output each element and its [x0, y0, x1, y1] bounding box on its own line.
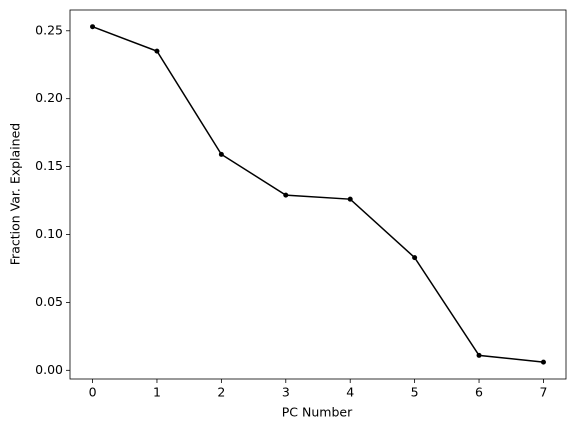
point: [218, 151, 224, 157]
series-line: [92, 26, 544, 363]
x-tick-label: 7: [539, 385, 547, 400]
x-axis-label: PC Number: [282, 405, 353, 420]
x-tick-label: 6: [475, 385, 483, 400]
x-tick-label: 5: [411, 385, 419, 400]
y-tick-label: 0.25: [35, 22, 63, 37]
x-tick-label: 2: [217, 385, 225, 400]
x-tick-label: 0: [89, 385, 97, 400]
y-tick-label: 0.00: [35, 362, 63, 377]
y-tick-label: 0.10: [35, 226, 63, 241]
x-tick-label: 1: [153, 385, 161, 400]
y-tick-label: 0.20: [35, 90, 63, 105]
point: [412, 255, 418, 261]
point: [347, 196, 353, 202]
point: [476, 352, 482, 358]
y-tick-label: 0.05: [35, 294, 63, 309]
point: [283, 192, 289, 198]
y-tick-label: 0.15: [35, 158, 63, 173]
point: [540, 359, 546, 365]
x-tick-label: 3: [282, 385, 290, 400]
point: [154, 48, 160, 54]
y-axis-label: Fraction Var. Explained: [8, 123, 23, 265]
x-tick-label: 4: [346, 385, 354, 400]
point: [90, 24, 96, 30]
plot-frame: [69, 9, 567, 380]
